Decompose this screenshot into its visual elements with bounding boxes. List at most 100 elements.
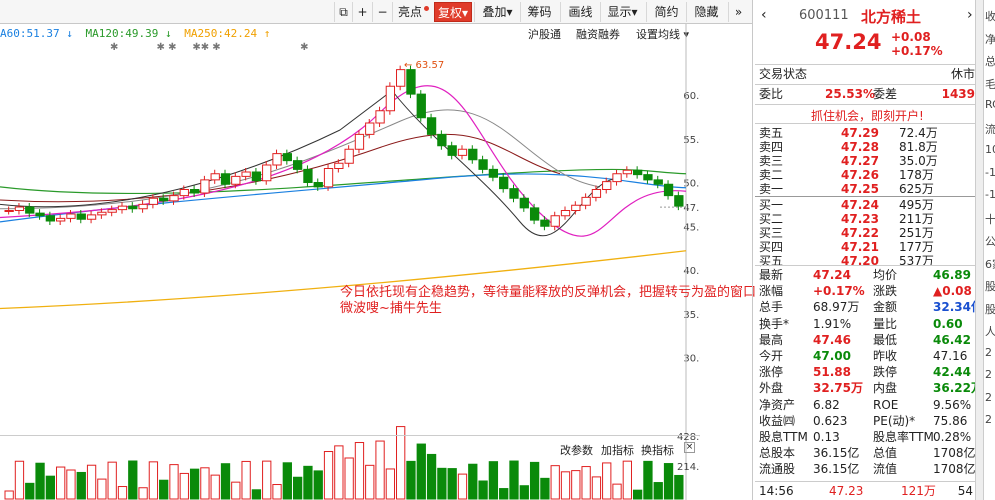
switch-indicator-button[interactable]: 换指标 — [641, 444, 674, 457]
volume-bar — [632, 489, 643, 500]
stat-label: 量比 — [873, 316, 898, 331]
candle-body — [674, 195, 684, 207]
volume-bar — [313, 470, 323, 500]
truncated-label: 净 — [985, 32, 995, 46]
candle-body — [231, 175, 241, 185]
chips-button[interactable]: 筹码 — [520, 2, 558, 22]
volume-bar — [416, 443, 426, 500]
candle-body — [45, 215, 56, 222]
draw-line-button[interactable]: 画线 — [560, 2, 600, 22]
bid-price: 47.23 — [841, 212, 879, 226]
candle-body — [138, 203, 148, 210]
candle-body — [540, 219, 550, 227]
restore-rights-button[interactable]: 复权▾ — [434, 2, 472, 22]
display-button[interactable]: 显示▾ — [600, 2, 644, 22]
candle-body — [591, 189, 602, 198]
stat-value: 68.97万 — [813, 300, 860, 315]
simple-button[interactable]: 简约 — [646, 2, 686, 22]
candle-body — [251, 171, 262, 182]
stat-value: 47.24 — [813, 268, 851, 282]
margin-link[interactable]: 融资融券 — [576, 28, 620, 41]
tick-row: 14:56 47.23 121万 54 — [759, 484, 973, 498]
hk-connect-link[interactable]: 沪股通 — [528, 28, 561, 41]
volume-bar — [303, 465, 313, 500]
chevron-right-icon[interactable]: › — [967, 7, 973, 23]
candle-body — [519, 197, 529, 209]
candle-body — [323, 168, 334, 188]
bid-row: 买四 47.21 177万 — [759, 240, 981, 254]
bid-label: 买一 — [759, 198, 784, 212]
stat-label: 总手 — [759, 300, 784, 315]
price-change-pct: +0.17% — [891, 44, 943, 58]
stat-value: 46.42 — [933, 332, 971, 347]
bid-label: 买二 — [759, 212, 784, 226]
candle-body — [468, 148, 478, 161]
stat-value: 36.22万 — [933, 381, 983, 396]
stat-value: 75.86 — [933, 413, 968, 428]
stat-label: 总股本 — [759, 446, 796, 461]
volume-bar — [76, 471, 86, 500]
truncated-label: 十 — [985, 212, 995, 226]
stat-label: 昨收 — [873, 349, 898, 363]
price-axis-label: 30.00 — [683, 354, 700, 365]
volume-bar — [138, 487, 148, 500]
stat-label: 总值 — [873, 446, 898, 461]
volume-bar — [478, 480, 488, 500]
ask-row: 卖一 47.25 625万 — [759, 182, 981, 196]
stat-row: 净资产 6.82 ROE 9.56% — [759, 398, 981, 412]
stat-row: 最高 47.46 最低 46.42 — [759, 333, 981, 347]
chevron-left-icon[interactable]: ‹ — [761, 7, 767, 23]
stat-value: 1.91% — [813, 316, 852, 331]
ask-volume: 625万 — [899, 182, 934, 196]
volume-bar — [272, 484, 282, 500]
volume-bar — [210, 474, 220, 500]
price-axis-label: 40.00 — [683, 266, 700, 277]
candle-body — [148, 197, 159, 205]
candle-body — [200, 179, 210, 194]
bid-row: 买一 47.24 495万 — [759, 198, 981, 212]
copy-icon[interactable]: ⧉ — [334, 2, 352, 22]
volume-bar — [292, 476, 303, 500]
candle-body — [179, 189, 189, 197]
open-account-promo[interactable]: 抓住机会，即刻开户! — [811, 109, 924, 123]
stat-value: 0.623 — [813, 413, 848, 428]
ma5-line — [0, 89, 621, 237]
candle-body — [128, 205, 138, 210]
candle-body — [117, 205, 128, 211]
zoom-out-button[interactable]: − — [372, 2, 392, 22]
event-markers[interactable]: ✱ ✱ ✱ ✱✱ ✱ ✱ — [110, 42, 309, 53]
price-axis-label: 35.00 — [683, 310, 700, 321]
ask-label: 卖一 — [759, 182, 784, 196]
close-panel-icon[interactable]: × — [684, 442, 695, 453]
quote-panel: ‹ 600111 北方稀土 › 47.24 +0.08 +0.17% 交易状态休… — [755, 0, 983, 500]
change-param-button[interactable]: 改参数 — [560, 444, 593, 457]
stat-row: 股息TTM 0.13 股息率TTM 0.28% — [759, 430, 981, 444]
stat-label: 换手* — [759, 316, 790, 331]
hide-button[interactable]: 隐藏 — [686, 2, 726, 22]
double-chevron-icon[interactable]: » — [728, 2, 748, 22]
add-indicator-button[interactable]: 加指标 — [601, 444, 634, 457]
highlight-button[interactable]: 亮点 — [392, 2, 434, 22]
annotation-line-1: 今日依托现有企稳趋势，等待量能释放的反弹机会，把握转亏为盈的窗口 — [340, 285, 757, 300]
price-axis-label: 47.19 — [683, 203, 700, 214]
stat-row: 今开 47.00 昨收 47.16 — [759, 349, 981, 363]
candle-body — [550, 215, 560, 227]
ask-label: 卖二 — [759, 168, 784, 182]
overlay-button[interactable]: 叠加▾ — [474, 2, 520, 22]
ask-price: 47.25 — [841, 182, 879, 196]
truncated-label: 总 — [985, 55, 995, 68]
price-axis-label: 60.00 — [683, 91, 700, 102]
committee-ratio-row: 委比 25.53% 委差 1439 — [759, 87, 975, 101]
price-axis-label: 45.00 — [683, 222, 700, 233]
stat-value: 0.13 — [813, 430, 840, 444]
volume-bar — [220, 463, 231, 500]
zoom-in-button[interactable]: + — [352, 2, 372, 22]
stat-value: 36.15亿 — [813, 462, 860, 477]
candle-body — [385, 85, 396, 112]
volume-bar — [148, 461, 159, 500]
scrollbar[interactable] — [975, 0, 983, 500]
kline-chart[interactable]: 60.00 55.00 50.00 47.19 45.00 40.00 35.00 30.00… — [0, 24, 700, 500]
ask-volume: 178万 — [899, 168, 934, 182]
volume-bar — [571, 470, 581, 500]
ask-label: 卖四 — [759, 140, 784, 154]
